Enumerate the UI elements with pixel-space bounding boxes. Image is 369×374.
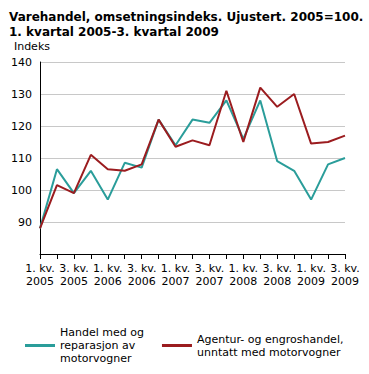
svg-text:1. kv.: 1. kv. <box>161 262 191 275</box>
svg-text:3. kv.: 3. kv. <box>330 262 360 275</box>
svg-text:Indeks: Indeks <box>14 40 50 53</box>
svg-text:2008: 2008 <box>229 275 257 288</box>
svg-text:2006: 2006 <box>128 275 156 288</box>
svg-text:100: 100 <box>11 184 32 197</box>
svg-text:3. kv.: 3. kv. <box>262 262 292 275</box>
svg-text:Varehandel, omsetningsindeks.: Varehandel, omsetningsindeks. Ujustert. … <box>9 10 363 24</box>
svg-text:1. kvartal 2005-3. kvartal 200: 1. kvartal 2005-3. kvartal 2009 <box>9 25 219 39</box>
svg-text:unntatt med motorvogner: unntatt med motorvogner <box>197 346 341 359</box>
svg-text:1. kv.: 1. kv. <box>25 262 55 275</box>
svg-text:110: 110 <box>11 152 32 165</box>
svg-text:3. kv.: 3. kv. <box>59 262 89 275</box>
svg-text:130: 130 <box>11 88 32 101</box>
svg-text:reparasjon av: reparasjon av <box>60 339 136 352</box>
svg-text:Handel med og: Handel med og <box>60 326 144 339</box>
svg-text:2009: 2009 <box>331 275 359 288</box>
svg-text:Agentur- og engroshandel,: Agentur- og engroshandel, <box>197 333 343 346</box>
svg-text:2007: 2007 <box>162 275 190 288</box>
svg-text:120: 120 <box>11 120 32 133</box>
svg-text:2008: 2008 <box>263 275 291 288</box>
svg-text:90: 90 <box>18 216 32 229</box>
svg-text:140: 140 <box>11 56 32 69</box>
svg-text:2005: 2005 <box>26 275 54 288</box>
svg-text:2007: 2007 <box>195 275 223 288</box>
svg-text:2005: 2005 <box>60 275 88 288</box>
svg-text:2006: 2006 <box>94 275 122 288</box>
svg-text:1. kv.: 1. kv. <box>296 262 326 275</box>
svg-text:1. kv.: 1. kv. <box>93 262 123 275</box>
svg-text:motorvogner: motorvogner <box>60 352 132 365</box>
svg-text:3. kv.: 3. kv. <box>127 262 157 275</box>
svg-text:1. kv.: 1. kv. <box>229 262 259 275</box>
svg-text:2009: 2009 <box>297 275 325 288</box>
svg-text:3. kv.: 3. kv. <box>195 262 225 275</box>
